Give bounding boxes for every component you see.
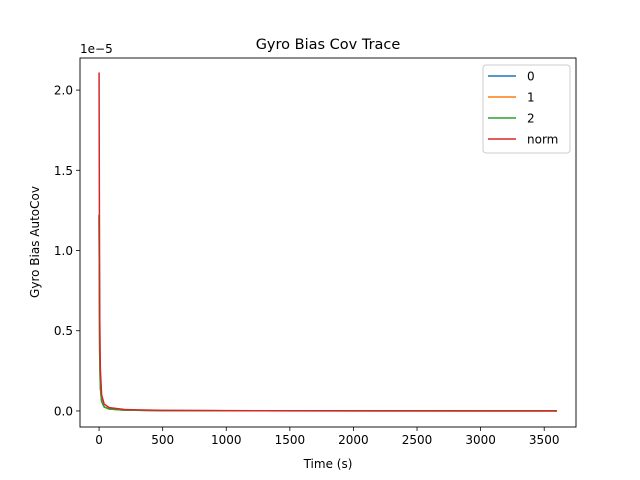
legend-label-norm: norm (527, 133, 558, 147)
x-tick-label: 2500 (402, 433, 433, 447)
x-tick-label: 0 (95, 433, 103, 447)
x-tick-label: 3000 (465, 433, 496, 447)
y-tick-label: 1.0 (54, 244, 73, 258)
series-line-norm (98, 72, 557, 412)
y-tick-label: 1.5 (54, 164, 73, 178)
y-axis-label: Gyro Bias AutoCov (28, 186, 42, 298)
axes-frame (79, 57, 577, 428)
series-layer (98, 72, 557, 412)
y-tick-label: 0.0 (54, 404, 73, 418)
x-tick-label: 500 (151, 433, 174, 447)
legend-label-1: 1 (527, 91, 535, 105)
plot-area (79, 57, 577, 428)
x-tick-label: 1500 (275, 433, 306, 447)
y-tick-label: 0.5 (54, 324, 73, 338)
chart-title: Gyro Bias Cov Trace (256, 37, 401, 53)
x-tick-label: 3500 (529, 433, 560, 447)
legend-label-0: 0 (527, 70, 535, 84)
legend-label-2: 2 (527, 112, 535, 126)
legend-box (482, 64, 571, 154)
y-axis-offset-label: 1e−5 (80, 42, 113, 56)
legend: 0 1 2 norm (482, 64, 571, 154)
x-axis-ticks: 0 500 1000 1500 2000 2500 3000 3500 (95, 427, 559, 447)
x-tick-label: 1000 (211, 433, 242, 447)
legend-items: 0 1 2 norm (488, 70, 558, 147)
x-axis-label: Time (s) (303, 457, 353, 471)
y-axis-ticks: 0.0 0.5 1.0 1.5 2.0 (54, 84, 80, 418)
x-tick-label: 2000 (338, 433, 369, 447)
y-tick-label: 2.0 (54, 84, 73, 98)
